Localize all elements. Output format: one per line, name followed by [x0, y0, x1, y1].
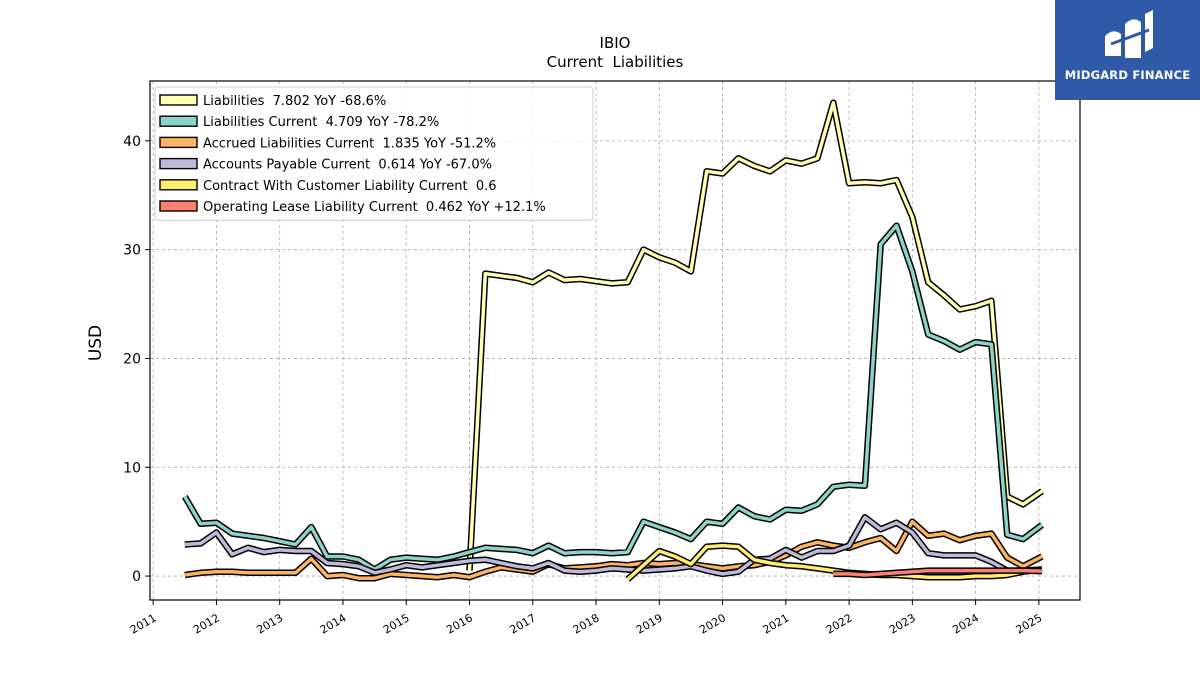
- legend-label: Accounts Payable Current 0.614 YoY -67.0…: [203, 158, 492, 173]
- x-tick-label: 2016: [444, 611, 475, 636]
- x-tick-label: 2017: [508, 611, 539, 636]
- legend-label: Liabilities 7.802 YoY -68.6%: [203, 94, 386, 109]
- series-line-4: [184, 515, 1043, 576]
- x-tick-label: 2020: [697, 611, 728, 636]
- y-tick-label: 20: [123, 351, 141, 367]
- x-tick-label: 2014: [318, 611, 349, 636]
- y-tick-label: 0: [132, 569, 141, 585]
- series-line-6: [833, 568, 1043, 577]
- x-tick-label: 2011: [128, 611, 159, 636]
- legend-swatch: [159, 200, 198, 212]
- chart-title: IBIO: [600, 34, 631, 52]
- legend-label: Accrued Liabilities Current 1.835 YoY -5…: [203, 136, 496, 151]
- x-tick-label: 2023: [887, 611, 918, 636]
- series-line-5: [626, 543, 1043, 581]
- y-tick-label: 40: [123, 134, 141, 150]
- x-tick-label: 2022: [824, 611, 855, 636]
- x-tick-label: 2015: [381, 611, 412, 636]
- plot-frame: [149, 80, 1081, 601]
- x-tick-label: 2012: [191, 611, 222, 636]
- y-tick-label: 10: [123, 460, 141, 476]
- legend-swatch: [159, 157, 198, 170]
- chart-subtitle: Current Liabilities: [547, 53, 684, 71]
- series-line-2: [183, 223, 1044, 572]
- legend-swatch: [159, 115, 198, 127]
- y-tick-label: 30: [123, 243, 141, 259]
- logo-text: MIDGARD FINANCE: [1064, 68, 1191, 82]
- legend-label: Operating Lease Liability Current 0.462 …: [203, 200, 546, 215]
- x-tick-label: 2021: [761, 611, 792, 636]
- legend-label: Contract With Customer Liability Current…: [203, 179, 497, 194]
- x-tick-label: 2024: [950, 611, 981, 636]
- x-tick-label: 2025: [1014, 611, 1045, 636]
- legend-swatch: [159, 94, 198, 106]
- legend-label: Liabilities Current 4.709 YoY -78.2%: [203, 115, 439, 130]
- x-tick-label: 2018: [571, 611, 602, 636]
- series-group: [181, 99, 1044, 582]
- x-tick-label: 2013: [254, 611, 285, 636]
- midgard-logo-icon: [1105, 10, 1153, 58]
- brand-logo: MIDGARD FINANCE: [1055, 0, 1200, 100]
- series-line-1: [467, 101, 1043, 571]
- legend-swatch: [159, 136, 198, 149]
- legend: Liabilities 7.802 YoY -68.6% Liabilities …: [154, 86, 594, 221]
- legend-box: [154, 86, 594, 221]
- grid: [150, 81, 1080, 600]
- legend-swatch: [159, 179, 198, 191]
- series-line-3: [184, 519, 1043, 580]
- y-axis-label: USD: [86, 325, 106, 361]
- x-tick-label: 2019: [634, 611, 665, 636]
